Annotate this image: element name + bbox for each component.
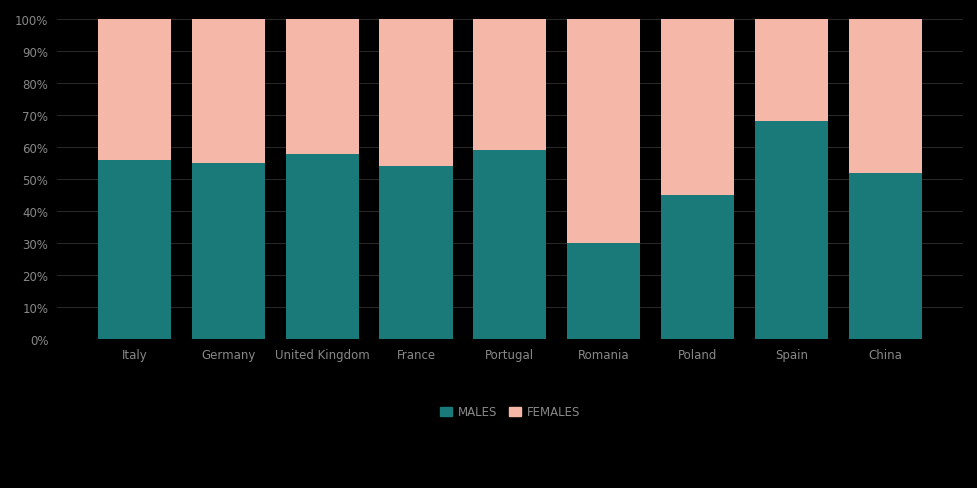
Bar: [98, 20, 171, 161]
Bar: [567, 20, 640, 244]
Bar: [379, 20, 452, 167]
Bar: [754, 122, 828, 340]
Bar: [285, 20, 359, 154]
Bar: [754, 20, 828, 122]
Bar: [660, 196, 734, 340]
Bar: [191, 164, 265, 340]
Bar: [567, 244, 640, 340]
Legend: MALES, FEMALES: MALES, FEMALES: [435, 401, 584, 423]
Bar: [191, 20, 265, 164]
Bar: [660, 20, 734, 196]
Bar: [848, 173, 921, 340]
Bar: [473, 151, 546, 340]
Bar: [473, 20, 546, 151]
Bar: [285, 154, 359, 340]
Bar: [98, 161, 171, 340]
Bar: [848, 20, 921, 173]
Bar: [379, 167, 452, 340]
